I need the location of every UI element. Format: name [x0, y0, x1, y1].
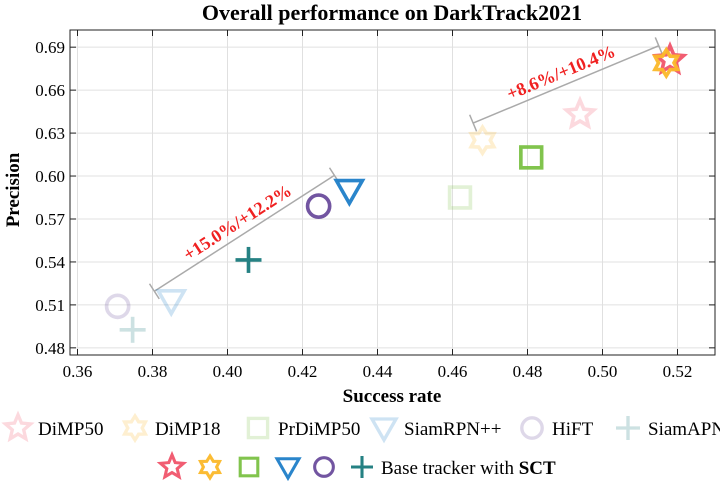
legend-marker-3: [369, 417, 399, 444]
y-tick-label: 0.60: [35, 167, 65, 186]
point-siamrpnpp-base: [155, 289, 188, 318]
improvement-line: [472, 45, 660, 124]
legend-label: DiMP18: [155, 419, 220, 440]
legend-label: SiamRPN++: [404, 419, 501, 440]
x-tick-label: 0.38: [138, 362, 168, 381]
x-tick-label: 0.46: [438, 362, 468, 381]
x-tick-label: 0.50: [588, 362, 618, 381]
y-tick-label: 0.51: [35, 296, 65, 315]
chart-title: Overall performance on DarkTrack2021: [202, 0, 582, 25]
improvement-line-cap: [468, 114, 478, 132]
y-tick-label: 0.57: [35, 210, 65, 229]
y-tick-label: 0.48: [35, 339, 65, 358]
x-tick-label: 0.48: [513, 362, 543, 381]
legend-marker-5: [616, 416, 640, 440]
improvement-label: +8.6%/+10.4%: [504, 41, 618, 104]
legend-marker-0: [1, 410, 35, 443]
point-dimp50-base: [561, 95, 599, 130]
point-dimp18-base: [468, 123, 497, 157]
legend-sct-marker-1: [197, 453, 223, 481]
legend-sct-marker-3: [274, 457, 302, 482]
x-tick-label: 0.36: [63, 362, 93, 381]
legend-marker-1: [121, 412, 149, 444]
legend-sct-marker-2: [238, 456, 260, 478]
improvement-label: +15.0%/+12.2%: [180, 180, 296, 264]
legend-sct-label: Base tracker with SCT: [381, 458, 556, 479]
y-axis-label: Precision: [3, 152, 24, 227]
point-dimp18-sct: [651, 46, 681, 80]
improvement-line: [153, 174, 335, 292]
legend-sct-marker-5: [351, 456, 373, 478]
legend: DiMP50 DiMP18 PrDiMP50 SiamRPN++ HiFT SiamAPN…: [1, 410, 720, 482]
y-tick-label: 0.54: [35, 253, 65, 272]
legend-marker-2: [246, 416, 270, 440]
x-tick-label: 0.44: [363, 362, 393, 381]
legend-sct-marker-4: [313, 456, 335, 478]
plot-frame: [69, 29, 716, 356]
point-prdimp50-sct: [519, 145, 544, 170]
y-tick-label: 0.69: [35, 38, 65, 57]
legend-label: SiamAPN++: [648, 419, 720, 440]
improvement-line-cap: [654, 37, 663, 55]
improvement-line-cap: [148, 283, 160, 300]
point-hift-sct: [305, 193, 332, 219]
point-siamapnpp-base: [119, 316, 146, 343]
x-tick-label: 0.52: [663, 362, 693, 381]
point-hift-base: [104, 293, 131, 320]
point-prdimp50-base: [447, 185, 473, 210]
x-tick-label: 0.42: [288, 362, 318, 381]
legend-marker-4: [520, 416, 544, 440]
point-siamapnpp-sct: [235, 246, 262, 273]
legend-label: DiMP50: [38, 419, 103, 440]
legend-sct-marker-0: [156, 450, 188, 481]
x-axis-label: Success rate: [343, 386, 442, 407]
legend-label: HiFT: [552, 419, 594, 440]
legend-label: PrDiMP50: [278, 419, 360, 440]
point-siamrpnpp-sct: [333, 178, 366, 208]
y-tick-label: 0.63: [35, 124, 65, 143]
y-tick-label: 0.66: [35, 81, 65, 100]
x-tick-label: 0.40: [213, 362, 243, 381]
